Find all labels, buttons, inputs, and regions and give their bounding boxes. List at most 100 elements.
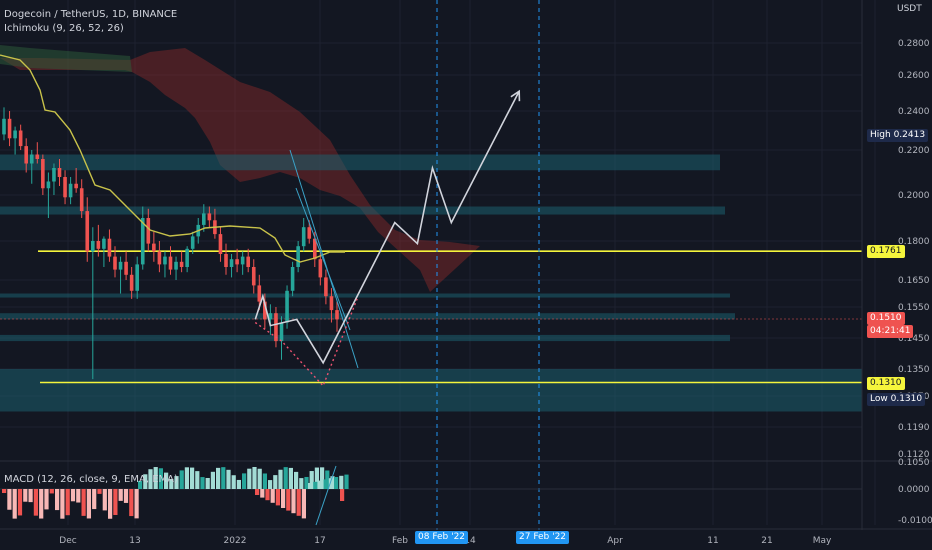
- macd-histogram-bar: [278, 469, 283, 489]
- candle-body: [279, 322, 284, 342]
- macd-histogram-bar: [70, 489, 76, 502]
- macd-histogram-bar: [255, 489, 260, 495]
- macd-histogram-bar: [314, 467, 319, 489]
- macd-histogram-bar: [231, 475, 236, 489]
- candle-body: [118, 261, 123, 270]
- low-value: 0.1310: [890, 394, 923, 404]
- price-zone: [0, 206, 725, 215]
- candle-body: [329, 296, 334, 311]
- candle-body: [174, 261, 178, 270]
- candle-body: [157, 251, 162, 265]
- macd-histogram-bar: [286, 489, 291, 511]
- candle-body: [74, 183, 78, 189]
- macd-histogram-bar: [195, 471, 200, 489]
- candle-body: [135, 264, 139, 291]
- macd-histogram-bar: [169, 479, 174, 489]
- macd-histogram-bar: [328, 478, 333, 489]
- candle-body: [79, 188, 84, 212]
- candle-body: [102, 238, 106, 249]
- macd-histogram-bar: [340, 489, 345, 501]
- projection-paths: [254, 89, 521, 388]
- macd-histogram-bar: [205, 477, 210, 489]
- macd-histogram-bar: [81, 489, 86, 516]
- price-zone: [0, 396, 862, 412]
- currency-label[interactable]: USDT: [897, 4, 922, 14]
- candle-body: [96, 241, 101, 249]
- macd-legend[interactable]: MACD (12, 26, close, 9, EMA, EMA): [4, 474, 178, 485]
- horizontal-levels: [0, 250, 862, 384]
- candle-body: [168, 256, 173, 270]
- time-tick-label: 11: [707, 536, 718, 546]
- time-tick-label: 14: [464, 536, 476, 546]
- projection-arrowhead: [510, 89, 521, 102]
- candle-body: [146, 218, 151, 244]
- macd-histogram-bar: [113, 489, 118, 515]
- macd-histogram-bar: [23, 489, 28, 502]
- macd-histogram-bar: [268, 480, 273, 489]
- candle-body: [296, 246, 300, 267]
- macd-histogram-bar: [153, 467, 158, 489]
- price-tick-label: 0.2800: [898, 39, 930, 49]
- macd-histogram-bar: [313, 481, 318, 489]
- macd-histogram-bar: [7, 489, 12, 510]
- candle-body: [313, 238, 317, 260]
- time-tick-label: 17: [314, 536, 325, 546]
- candle-body: [246, 256, 250, 267]
- conversion-line: [0, 54, 345, 263]
- price-tick-label: 0.2000: [898, 191, 930, 201]
- candle-body: [124, 261, 128, 275]
- candle-body: [240, 256, 245, 265]
- candle-body: [91, 241, 95, 252]
- macd-histogram-bar: [190, 467, 195, 489]
- macd-histogram-bar: [262, 473, 267, 489]
- macd-histogram-bar: [60, 489, 65, 519]
- macd-histogram-bar: [309, 471, 314, 489]
- macd-histogram-bar: [308, 483, 313, 489]
- macd-histogram-bar: [102, 489, 107, 511]
- candle-body: [140, 218, 145, 265]
- macd-histogram-bar: [39, 489, 44, 519]
- macd-histogram-bar: [200, 477, 205, 489]
- candle-body: [24, 146, 28, 164]
- price-tick-label: 0.1190: [898, 423, 930, 433]
- candle-body: [224, 254, 228, 267]
- last-price-tag: 0.1510: [867, 312, 905, 325]
- price-tick-label: 0.1650: [898, 276, 930, 286]
- macd-histogram-bar: [252, 467, 257, 489]
- candle-body: [235, 259, 239, 265]
- candle-body: [18, 130, 23, 147]
- macd-histogram-bar: [158, 468, 163, 489]
- price-zone: [0, 293, 730, 298]
- macd-histogram-bar: [28, 489, 33, 503]
- macd-histogram-bar: [291, 489, 296, 514]
- candle-body: [257, 285, 262, 302]
- candle-body: [307, 227, 312, 239]
- macd-histogram-bar: [323, 479, 328, 489]
- candle-body: [290, 267, 295, 291]
- candle-body: [57, 168, 62, 177]
- candle-body: [2, 118, 6, 135]
- macd-histogram-bar: [92, 489, 97, 510]
- macd-histogram-bar: [174, 476, 179, 489]
- macd-histogram-bar: [108, 489, 113, 519]
- price-tick-label: 0.1120: [898, 450, 930, 460]
- candle-body: [185, 248, 189, 267]
- price-tick-label: 0.2600: [898, 71, 930, 81]
- candle-body: [190, 236, 195, 249]
- macd-histogram-bar: [2, 489, 7, 493]
- time-tick-label: Dec: [59, 536, 76, 546]
- macd-histogram-bar: [247, 468, 252, 489]
- macd-histogram-bar: [134, 489, 139, 519]
- candle-body: [285, 290, 289, 323]
- macd-histogram-bar: [236, 479, 241, 489]
- indicator-legend[interactable]: Ichimoku (9, 26, 52, 26): [4, 23, 124, 34]
- candle-body: [113, 256, 117, 270]
- macd-histogram-bar: [148, 469, 153, 489]
- candle-body: [107, 238, 112, 257]
- macd-histogram-bar: [318, 480, 323, 489]
- macd-histogram-bar: [257, 468, 262, 489]
- macd-histogram-bar: [299, 478, 304, 489]
